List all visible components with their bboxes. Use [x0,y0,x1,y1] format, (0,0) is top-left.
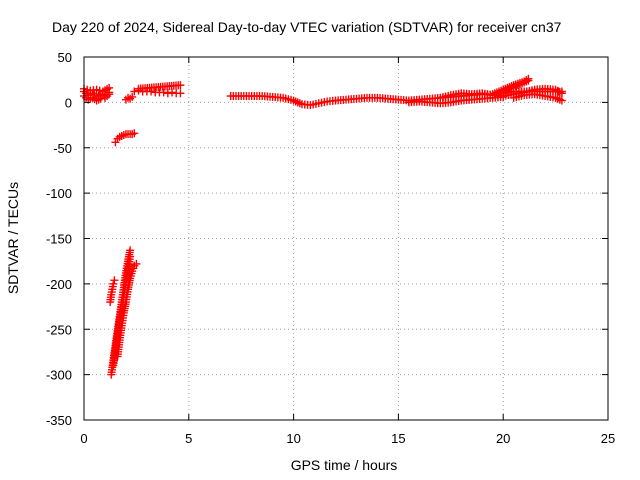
y-tick-label: -50 [53,141,72,156]
y-tick-label: 50 [58,50,72,65]
data-point [557,89,566,98]
y-tick-label: -250 [46,322,72,337]
x-tick-label: 5 [185,431,192,446]
y-tick-label: -350 [46,413,72,428]
data-point [132,259,141,268]
data-point [105,83,114,92]
data-point [176,89,185,98]
chart-title: Day 220 of 2024, Sidereal Day-to-day VTE… [52,19,562,35]
data-point [557,96,566,105]
x-tick-label: 20 [496,431,510,446]
y-tick-label: -300 [46,368,72,383]
data-point [109,279,118,288]
x-tick-label: 0 [80,431,87,446]
data-point [96,94,105,103]
y-tick-label: -100 [46,186,72,201]
y-tick-label: -150 [46,232,72,247]
data-point [176,81,185,90]
x-axis-title: GPS time / hours [291,457,398,473]
data-point [110,276,119,285]
x-tick-label: 25 [601,431,615,446]
data-point [524,76,533,85]
x-tick-labels: 0 5 10 15 20 25 [80,431,615,446]
data-point [130,87,139,96]
axis-ticks [83,56,609,421]
data-point [126,252,135,261]
grid-lines [84,57,608,420]
data-point [163,89,172,98]
y-axis-title: SDTVAR / TECUs [5,182,21,294]
data-point [159,88,168,97]
y-tick-labels: -350 -300 -250 -200 -150 -100 -50 0 50 [46,50,72,428]
y-tick-label: -200 [46,277,72,292]
data-point [128,92,137,101]
x-tick-label: 10 [286,431,300,446]
data-point [130,129,139,138]
data-points [80,74,566,379]
y-tick-label: 0 [65,95,72,110]
x-tick-label: 15 [391,431,405,446]
